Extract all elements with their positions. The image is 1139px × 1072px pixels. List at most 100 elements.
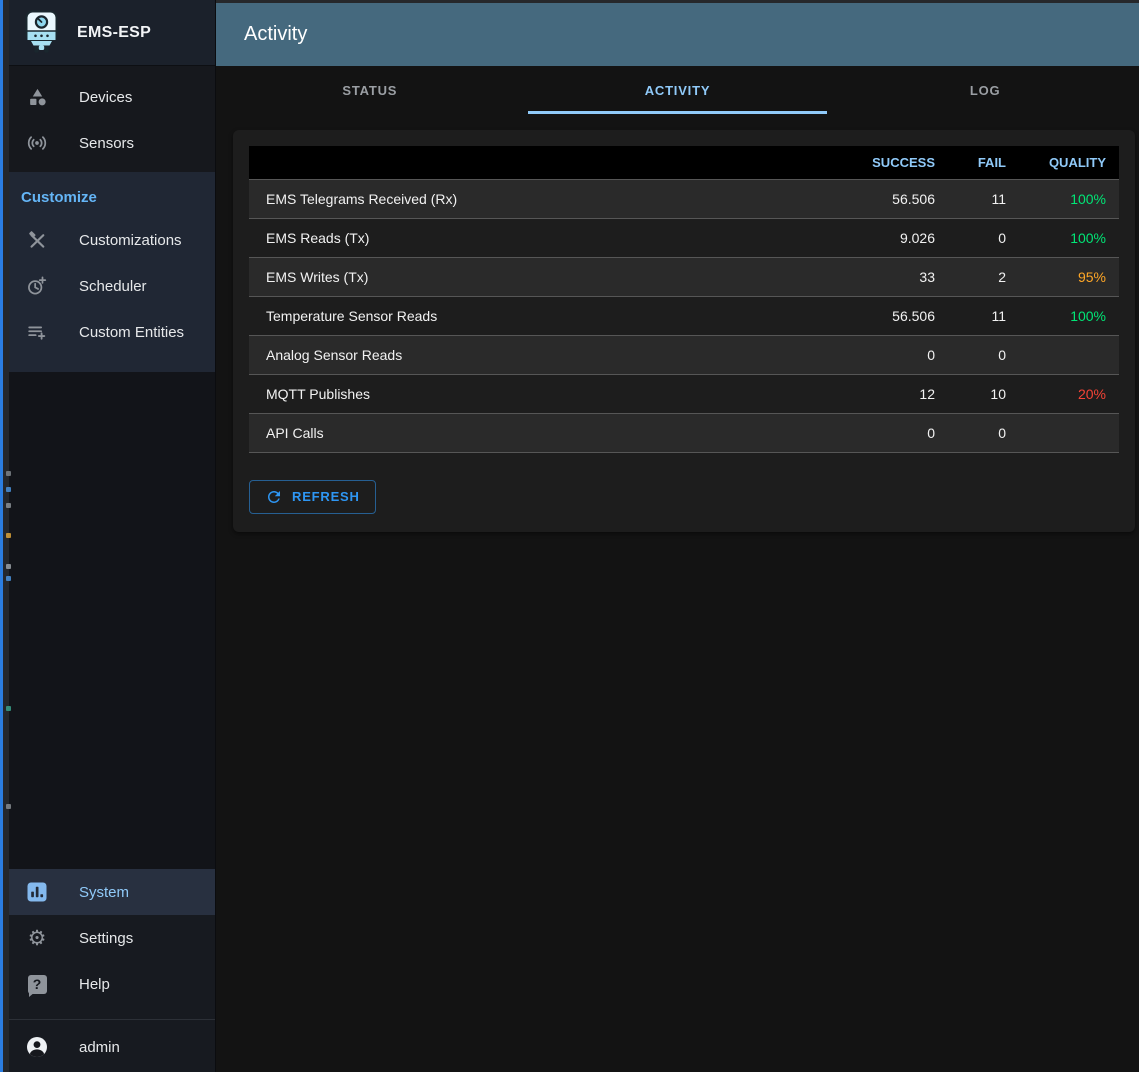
- fail-value: 0: [998, 346, 1006, 363]
- fail-value: 0: [998, 229, 1006, 246]
- table-row: EMS Writes (Tx) 33 2 95%: [249, 257, 1119, 296]
- app-title: EMS-ESP: [77, 23, 152, 41]
- quality-value: 100%: [1070, 307, 1106, 324]
- sidebar: EMS-ESP Devices: [9, 0, 216, 1072]
- edge-favicon: [6, 706, 11, 711]
- success-value: 12: [919, 385, 935, 402]
- sidebar-item-custom-entities[interactable]: Custom Entities: [9, 309, 215, 355]
- table-row: API Calls 0 0: [249, 413, 1119, 452]
- fail-value: 11: [991, 307, 1006, 324]
- success-value: 33: [919, 268, 935, 285]
- edge-favicon: [6, 576, 11, 581]
- refresh-button[interactable]: REFRESH: [249, 479, 376, 514]
- sensors-icon: [25, 131, 49, 155]
- fail-value: 10: [990, 385, 1006, 402]
- sidebar-item-label: Custom Entities: [79, 323, 185, 341]
- sidebar-item-label: Sensors: [79, 134, 135, 152]
- tab-activity[interactable]: ACTIVITY: [524, 66, 832, 114]
- quality-value: 100%: [1070, 229, 1106, 246]
- tab-log[interactable]: LOG: [831, 66, 1139, 114]
- account-icon: [25, 1035, 49, 1059]
- username-label: admin: [79, 1038, 120, 1056]
- table-row: MQTT Publishes 12 10 20%: [249, 374, 1119, 413]
- edge-favicon: [6, 533, 11, 538]
- sidebar-item-settings[interactable]: ⚙ Settings: [9, 915, 215, 961]
- tab-activity-label: ACTIVITY: [644, 82, 711, 98]
- quality-value: 95%: [1077, 268, 1106, 285]
- success-value: 0: [927, 346, 935, 363]
- sidebar-bottom-group: System ⚙ Settings ? Help: [9, 869, 215, 1019]
- gear-icon: ⚙: [27, 925, 47, 950]
- metric-label: MQTT Publishes: [266, 385, 370, 402]
- metric-label: Temperature Sensor Reads: [266, 307, 438, 324]
- playlist-add-icon: [25, 320, 49, 344]
- success-value: 0: [927, 424, 935, 441]
- column-header-quality: QUALITY: [1048, 154, 1106, 170]
- help-icon: ?: [25, 972, 49, 997]
- table-row: Temperature Sensor Reads 56.506 11 100%: [249, 296, 1119, 335]
- ems-esp-boiler-logo-icon: [25, 10, 58, 53]
- fail-value: 2: [998, 268, 1006, 285]
- sidebar-customize-group: Customize Customizations: [9, 172, 215, 372]
- table-header-row: SUCCESS FAIL QUALITY: [249, 146, 1119, 179]
- edge-favicon: [6, 503, 11, 508]
- sidebar-item-customizations[interactable]: Customizations: [9, 217, 215, 263]
- quality-value: 20%: [1077, 385, 1106, 402]
- table-row: EMS Telegrams Received (Rx) 56.506 11 10…: [249, 179, 1119, 218]
- metric-label: Analog Sensor Reads: [266, 346, 403, 363]
- sidebar-item-devices[interactable]: Devices: [9, 74, 215, 120]
- sidebar-item-label: Scheduler: [79, 277, 147, 295]
- refresh-button-label: REFRESH: [292, 489, 360, 504]
- sidebar-item-user[interactable]: admin: [9, 1024, 215, 1070]
- column-header-fail: FAIL: [977, 154, 1006, 170]
- sidebar-item-label: Settings: [79, 929, 134, 947]
- quality-value: [1006, 413, 1119, 452]
- fail-value: 0: [998, 424, 1006, 441]
- edge-favicon: [6, 804, 11, 809]
- quality-value: [1006, 335, 1119, 374]
- metric-label: EMS Writes (Tx): [266, 268, 369, 285]
- browser-edge-accent: [0, 0, 3, 1072]
- column-header-success: SUCCESS: [872, 154, 935, 170]
- metric-label: API Calls: [266, 424, 324, 441]
- browser-edge-gutter: [3, 0, 11, 1072]
- customize-section-header: Customize: [21, 189, 97, 206]
- sidebar-item-label: Help: [79, 975, 110, 993]
- activity-table: SUCCESS FAIL QUALITY EMS Telegrams Recei…: [249, 146, 1119, 453]
- tab-bar: STATUS ACTIVITY LOG: [216, 66, 1139, 114]
- sidebar-header: EMS-ESP: [9, 0, 215, 66]
- category-icon: [25, 85, 49, 109]
- success-value: 56.506: [892, 190, 935, 207]
- page-title: Activity: [244, 23, 308, 45]
- sidebar-item-system[interactable]: System: [9, 869, 215, 915]
- metric-label: EMS Reads (Tx): [266, 229, 370, 246]
- fail-value: 11: [991, 190, 1006, 207]
- more-time-icon: [25, 274, 49, 298]
- table-row: EMS Reads (Tx) 9.026 0 100%: [249, 218, 1119, 257]
- tab-status[interactable]: STATUS: [216, 66, 524, 114]
- sidebar-item-scheduler[interactable]: Scheduler: [9, 263, 215, 309]
- success-value: 9.026: [899, 229, 935, 246]
- sidebar-item-label: Devices: [79, 88, 133, 106]
- edge-favicon: [6, 564, 11, 569]
- metric-label: EMS Telegrams Received (Rx): [266, 190, 458, 207]
- success-value: 56.506: [892, 307, 935, 324]
- quality-value: 100%: [1070, 190, 1106, 207]
- sidebar-item-label: Customizations: [79, 231, 182, 249]
- table-row: Analog Sensor Reads 0 0: [249, 335, 1119, 374]
- sidebar-item-help[interactable]: ? Help: [9, 961, 215, 1007]
- sidebar-spacer: [9, 372, 215, 869]
- active-tab-indicator: [527, 111, 828, 114]
- edge-favicon: [6, 487, 11, 492]
- sidebar-item-sensors[interactable]: Sensors: [9, 120, 215, 166]
- edge-favicon: [6, 471, 11, 476]
- bar-chart-icon: [25, 880, 49, 904]
- construction-icon: [25, 228, 49, 252]
- refresh-icon: [267, 490, 280, 503]
- activity-panel: SUCCESS FAIL QUALITY EMS Telegrams Recei…: [233, 130, 1135, 532]
- column-header-name: [249, 146, 815, 179]
- sidebar-item-label: System: [79, 883, 130, 901]
- appbar: Activity: [216, 0, 1139, 66]
- sidebar-user-section: admin: [9, 1019, 215, 1072]
- sidebar-main-group: Devices Sensors: [9, 66, 215, 172]
